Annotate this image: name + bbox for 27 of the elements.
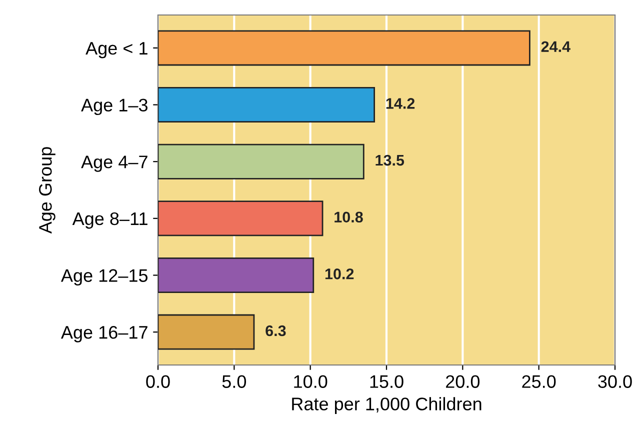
y-tick-label: Age 1–3	[81, 98, 148, 116]
bar	[158, 30, 530, 66]
bar	[158, 144, 364, 180]
bar	[158, 200, 324, 236]
data-label: 24.4	[541, 41, 570, 52]
y-tick-label: Age < 1	[86, 42, 148, 58]
x-tick-label: 30.0	[598, 375, 632, 388]
bar	[158, 87, 376, 123]
data-label: 6.3	[266, 325, 286, 336]
y-tick-label: Age 8–11	[72, 212, 148, 229]
y-tick-label: Age 4–7	[81, 156, 148, 172]
x-tick-label: 10.0	[294, 375, 328, 388]
bar	[158, 314, 255, 350]
y-tick-label: Age 16–17	[60, 326, 148, 342]
y-tick-label: Age 12–15	[60, 269, 148, 286]
x-tick-label: 0.0	[146, 375, 170, 388]
data-label: 14.2	[386, 98, 415, 109]
data-label: 10.8	[334, 212, 363, 223]
x-tick-label: 5.0	[222, 375, 246, 388]
x-axis-title: Rate per 1,000 Children	[292, 397, 482, 414]
data-label: 13.5	[376, 154, 404, 166]
data-label: 10.2	[325, 268, 354, 280]
x-tick-label: 20.0	[446, 375, 480, 388]
x-tick-label: 25.0	[522, 375, 556, 388]
bar	[158, 257, 314, 293]
x-tick-label: 15.0	[370, 375, 404, 388]
y-axis-title: Age Group	[39, 147, 56, 234]
